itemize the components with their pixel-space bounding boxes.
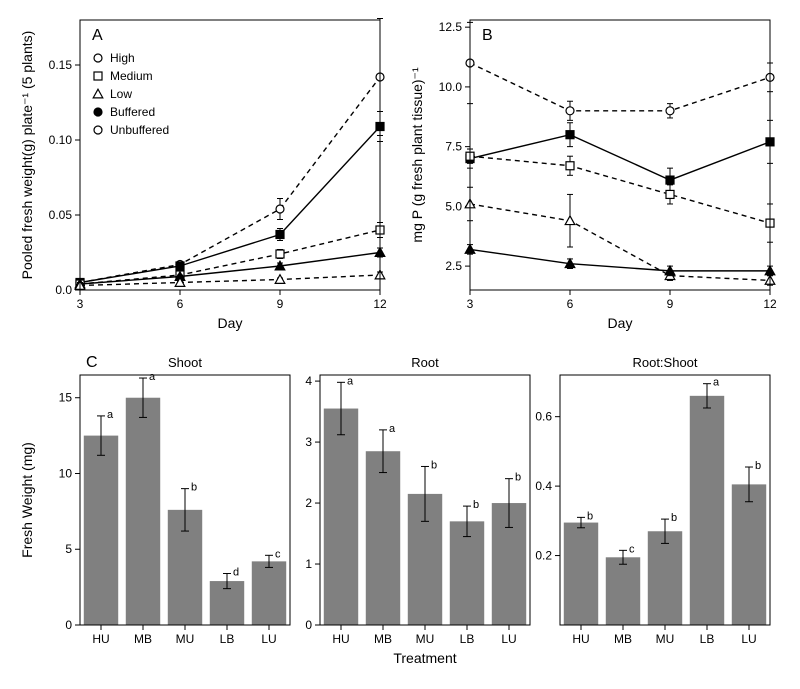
- sig-letter: a: [347, 375, 354, 387]
- bar: [606, 557, 640, 625]
- y-axis-label: mg P (g fresh plant tissue)⁻¹: [409, 67, 425, 243]
- panel-c: Fresh Weight (mg)CShoot051015aHUaMBbMUdL…: [19, 354, 770, 666]
- bar: [366, 451, 400, 625]
- svg-text:12: 12: [373, 297, 387, 311]
- x-axis-label: Treatment: [393, 650, 456, 666]
- svg-text:4: 4: [305, 374, 312, 388]
- facet-title: Root: [411, 355, 439, 370]
- legend-label: Low: [110, 87, 132, 101]
- y-axis-label: Fresh Weight (mg): [19, 442, 35, 558]
- svg-text:5.0: 5.0: [445, 199, 462, 213]
- legend-label: High: [110, 51, 135, 65]
- bar: [252, 561, 286, 625]
- bar: [564, 523, 598, 625]
- sig-letter: b: [191, 482, 197, 494]
- svg-text:10: 10: [59, 466, 73, 480]
- svg-text:0.10: 0.10: [49, 133, 73, 147]
- svg-text:12.5: 12.5: [439, 20, 463, 34]
- svg-text:0: 0: [65, 618, 72, 632]
- svg-text:2: 2: [305, 496, 312, 510]
- sig-letter: b: [587, 510, 593, 522]
- x-tick-label: MU: [656, 632, 675, 646]
- svg-text:10.0: 10.0: [439, 80, 463, 94]
- x-tick-label: MU: [416, 632, 435, 646]
- x-tick-label: HU: [92, 632, 109, 646]
- bar: [126, 398, 160, 625]
- x-tick-label: LB: [700, 632, 715, 646]
- svg-text:0.2: 0.2: [535, 549, 552, 563]
- svg-text:5: 5: [65, 542, 72, 556]
- svg-text:0: 0: [305, 618, 312, 632]
- bar-facet: Root:Shoot 0.2 0.4 0.6 b HU c MB b MU a LB b LU: [535, 355, 770, 646]
- bar: [648, 531, 682, 625]
- sig-letter: b: [473, 499, 479, 511]
- svg-text:0.05: 0.05: [49, 208, 73, 222]
- x-tick-label: MB: [614, 632, 632, 646]
- svg-text:7.5: 7.5: [445, 140, 462, 154]
- x-tick-label: MB: [134, 632, 152, 646]
- x-tick-label: LU: [501, 632, 516, 646]
- bar: [84, 436, 118, 625]
- bar: [324, 409, 358, 625]
- legend-label: Buffered: [110, 105, 155, 119]
- legend-label: Unbuffered: [110, 123, 169, 137]
- sig-letter: b: [515, 472, 521, 484]
- svg-text:0.6: 0.6: [535, 410, 552, 424]
- svg-text:2.5: 2.5: [445, 259, 462, 273]
- bar-facet: Root 0 1 2 3 4 a HU a MB b MU b LB b LU: [305, 355, 530, 646]
- sig-letter: c: [629, 543, 635, 555]
- svg-text:0.15: 0.15: [49, 58, 73, 72]
- line-panel: 2.5 5.0 7.5 10.0 12.5 3 6 9 12 Day mg P (g fresh p…: [409, 20, 777, 331]
- svg-text:1: 1: [305, 557, 312, 571]
- facet-title: Root:Shoot: [632, 355, 697, 370]
- x-tick-label: LB: [460, 632, 475, 646]
- line-panel: 0.0 0.05 0.10 0.15 3 6 9 12 Day Pooled fresh weig…: [19, 19, 387, 332]
- svg-text:6: 6: [177, 297, 184, 311]
- sig-letter: b: [431, 459, 437, 471]
- legend-label: Medium: [110, 69, 153, 83]
- sig-letter: b: [755, 460, 761, 472]
- svg-text:6: 6: [567, 297, 574, 311]
- panel-letter: C: [86, 354, 98, 371]
- x-tick-label: LB: [220, 632, 235, 646]
- panel-letter: B: [482, 27, 493, 44]
- svg-text:0.0: 0.0: [55, 283, 72, 297]
- sig-letter: a: [713, 377, 720, 389]
- x-tick-label: LU: [741, 632, 756, 646]
- sig-letter: a: [389, 423, 396, 435]
- bar: [732, 484, 766, 625]
- sig-letter: a: [149, 371, 156, 383]
- x-axis-label: Day: [218, 315, 243, 331]
- svg-text:3: 3: [77, 297, 84, 311]
- panel-letter: A: [92, 27, 103, 44]
- x-tick-label: MU: [176, 632, 195, 646]
- bar-facet: Shoot 0 5 10 15 a HU a MB b MU d LB c LU: [59, 355, 290, 646]
- sig-letter: d: [233, 566, 239, 578]
- x-tick-label: LU: [261, 632, 276, 646]
- x-axis-label: Day: [608, 315, 633, 331]
- sig-letter: b: [671, 512, 677, 524]
- x-tick-label: MB: [374, 632, 392, 646]
- x-tick-label: HU: [572, 632, 589, 646]
- sig-letter: c: [275, 548, 281, 560]
- svg-text:3: 3: [305, 435, 312, 449]
- x-tick-label: HU: [332, 632, 349, 646]
- svg-text:12: 12: [763, 297, 777, 311]
- svg-text:9: 9: [667, 297, 674, 311]
- figure: 0.00.050.100.1536912DayPooled fresh weig…: [0, 0, 800, 689]
- svg-text:3: 3: [467, 297, 474, 311]
- svg-text:9: 9: [277, 297, 284, 311]
- bar: [690, 396, 724, 625]
- facet-title: Shoot: [168, 355, 202, 370]
- y-axis-label: Pooled fresh weight(g) plate⁻¹ (5 plants…: [19, 31, 35, 280]
- svg-text:0.4: 0.4: [535, 479, 552, 493]
- svg-text:15: 15: [59, 391, 73, 405]
- sig-letter: a: [107, 409, 114, 421]
